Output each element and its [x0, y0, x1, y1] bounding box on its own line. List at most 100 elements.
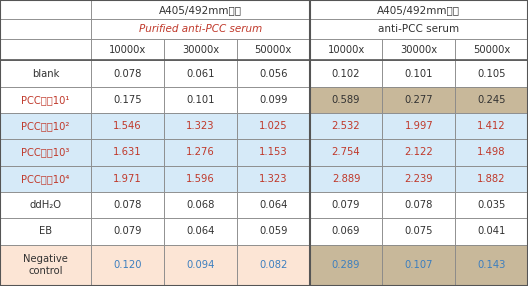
Bar	[382, 39, 455, 60]
Bar	[309, 87, 382, 113]
Text: 0.056: 0.056	[259, 69, 288, 78]
Text: 2.754: 2.754	[332, 148, 360, 157]
Text: 0.105: 0.105	[477, 69, 506, 78]
Text: 10000x: 10000x	[109, 45, 146, 55]
Bar	[237, 218, 309, 245]
Bar	[91, 245, 164, 286]
Bar	[0, 245, 91, 286]
Bar	[309, 113, 382, 139]
Bar	[164, 87, 237, 113]
Text: Purified anti-PCC serum: Purified anti-PCC serum	[139, 24, 262, 34]
Text: anti-PCC serum: anti-PCC serum	[378, 24, 459, 34]
Text: 1.631: 1.631	[114, 148, 142, 157]
Text: 2.532: 2.532	[332, 121, 360, 131]
Text: 50000x: 50000x	[254, 45, 292, 55]
Bar	[309, 0, 528, 19]
Text: 0.078: 0.078	[114, 69, 142, 78]
Bar	[0, 0, 91, 19]
Text: 2.889: 2.889	[332, 174, 360, 184]
Bar	[91, 139, 164, 166]
Bar	[164, 139, 237, 166]
Bar	[91, 0, 309, 19]
Text: PCC菌高10¹: PCC菌高10¹	[22, 95, 70, 105]
Text: 1.323: 1.323	[259, 174, 288, 184]
Bar	[455, 113, 528, 139]
Bar	[164, 39, 237, 60]
Bar	[0, 113, 91, 139]
Text: A405/492mm讀値: A405/492mm讀値	[378, 5, 460, 15]
Bar	[309, 60, 382, 87]
Text: 1.882: 1.882	[477, 174, 506, 184]
Text: 0.175: 0.175	[114, 95, 142, 105]
Text: 30000x: 30000x	[400, 45, 437, 55]
Text: 1.276: 1.276	[186, 148, 215, 157]
Text: ddH₂O: ddH₂O	[30, 200, 62, 210]
Text: 0.069: 0.069	[332, 227, 360, 236]
Text: 0.064: 0.064	[186, 227, 215, 236]
Bar	[455, 166, 528, 192]
Bar	[309, 139, 382, 166]
Bar	[382, 113, 455, 139]
Text: 0.099: 0.099	[259, 95, 288, 105]
Bar	[91, 39, 164, 60]
Text: 0.107: 0.107	[404, 260, 433, 270]
Bar	[0, 87, 91, 113]
Text: 0.101: 0.101	[404, 69, 433, 78]
Bar	[164, 60, 237, 87]
Bar	[455, 218, 528, 245]
Text: PCC菌高10²: PCC菌高10²	[22, 121, 70, 131]
Text: 1.323: 1.323	[186, 121, 215, 131]
Bar	[0, 19, 91, 39]
Text: 0.079: 0.079	[332, 200, 360, 210]
Text: 10000x: 10000x	[327, 45, 365, 55]
Text: 50000x: 50000x	[473, 45, 510, 55]
Text: 0.289: 0.289	[332, 260, 360, 270]
Bar	[237, 39, 309, 60]
Bar	[455, 60, 528, 87]
Bar	[455, 192, 528, 218]
Bar	[0, 166, 91, 192]
Text: 1.025: 1.025	[259, 121, 288, 131]
Text: 0.041: 0.041	[477, 227, 506, 236]
Text: 1.498: 1.498	[477, 148, 506, 157]
Bar	[237, 192, 309, 218]
Bar	[164, 218, 237, 245]
Bar	[309, 19, 528, 39]
Bar	[0, 139, 91, 166]
Text: 0.277: 0.277	[404, 95, 433, 105]
Text: 0.064: 0.064	[259, 200, 287, 210]
Text: 0.120: 0.120	[114, 260, 142, 270]
Bar	[164, 166, 237, 192]
Bar	[91, 113, 164, 139]
Text: 1.412: 1.412	[477, 121, 506, 131]
Text: 1.153: 1.153	[259, 148, 288, 157]
Text: 0.059: 0.059	[259, 227, 288, 236]
Text: 0.589: 0.589	[332, 95, 360, 105]
Bar	[382, 139, 455, 166]
Text: 2.122: 2.122	[404, 148, 433, 157]
Bar	[91, 87, 164, 113]
Text: PCC菌高10³: PCC菌高10³	[22, 148, 70, 157]
Text: 30000x: 30000x	[182, 45, 219, 55]
Text: 0.101: 0.101	[186, 95, 215, 105]
Bar	[309, 166, 382, 192]
Bar	[164, 113, 237, 139]
Bar	[0, 39, 91, 60]
Text: 0.078: 0.078	[404, 200, 433, 210]
Bar	[0, 192, 91, 218]
Bar	[309, 218, 382, 245]
Bar	[382, 245, 455, 286]
Bar	[91, 218, 164, 245]
Bar	[237, 139, 309, 166]
Text: 0.078: 0.078	[114, 200, 142, 210]
Text: 0.094: 0.094	[186, 260, 215, 270]
Bar	[91, 60, 164, 87]
Bar	[382, 166, 455, 192]
Text: EB: EB	[39, 227, 52, 236]
Bar	[382, 218, 455, 245]
Text: 0.061: 0.061	[186, 69, 215, 78]
Text: 1.997: 1.997	[404, 121, 433, 131]
Bar	[382, 87, 455, 113]
Bar	[237, 245, 309, 286]
Text: 0.143: 0.143	[477, 260, 506, 270]
